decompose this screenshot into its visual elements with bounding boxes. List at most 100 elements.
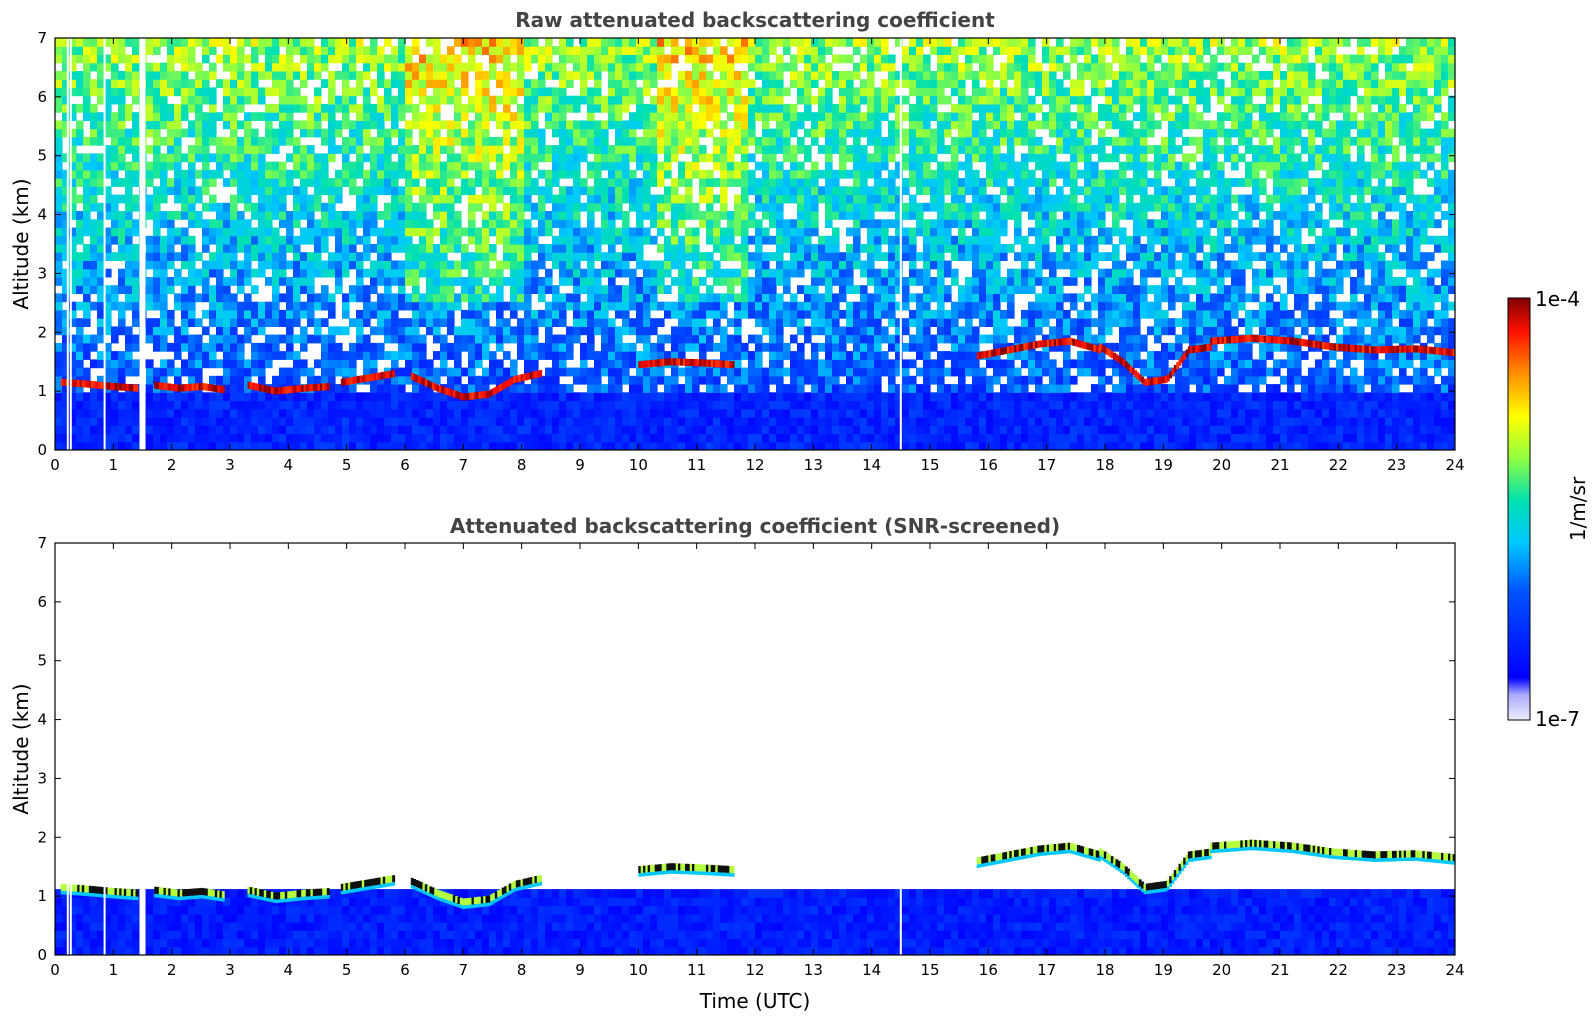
heatmap-raw-cell-2020 [384,219,392,229]
heatmap-raw-cell-2737 [496,46,504,55]
heatmap-raw-cell-2725 [496,178,504,187]
heatmap-raw-cell-4215 [734,71,742,80]
heatmap-raw-cell-3974 [699,367,707,377]
heatmap-raw-cell-1672 [328,384,336,393]
heatmap-raw-cell-2310 [433,425,441,435]
heatmap-raw-cell-1595 [314,326,322,336]
heatmap-raw-cell-4583 [797,285,805,294]
heatmap-raw-cell-3368 [601,260,609,270]
heatmap-raw-cell-724 [167,161,175,171]
heatmap-raw-cell-3215 [573,46,581,55]
heatmap-raw-cell-2031 [384,112,392,121]
heatmap-raw-cell-1101 [230,169,238,179]
heatmap-raw-cell-268 [97,408,105,418]
heatmap-raw-cell-4579 [797,326,805,336]
heatmap-raw-cell-2032 [384,103,392,113]
heatmap-raw-cell-3834 [678,433,686,443]
heatmap-raw-cell-2136 [405,392,413,402]
heatmap-raw-cell-3259 [587,425,595,435]
heatmap-raw-cell-683 [160,186,168,196]
heatmap-raw-cell-2511 [461,136,469,146]
heatmap-raw-cell-995 [216,375,224,385]
heatmap-raw-cell-1483 [293,235,301,245]
heatmap-raw-cell-3426 [608,120,616,130]
heatmap-raw-cell-217 [83,79,91,88]
heatmap-raw-cell-2259 [419,79,427,88]
heatmap-raw-cell-1100 [230,178,238,187]
heatmap-raw-cell-2056 [391,301,399,311]
heatmap-raw-cell-4921 [853,351,861,360]
heatmap-raw-cell-58 [62,351,70,360]
heatmap-raw-cell-1805 [349,235,357,245]
heatmap-raw-cell-1505 [300,425,308,435]
heatmap-raw-cell-2022 [384,202,392,212]
heatmap-raw-cell-843 [188,268,196,278]
heatmap-raw-cell-2335 [433,178,441,187]
heatmap-raw-cell-3181 [573,375,581,385]
heatmap-raw-cell-1594 [314,334,322,344]
heatmap-raw-cell-3586 [636,326,644,336]
heatmap-raw-cell-512 [132,128,140,138]
heatmap-raw-cell-761 [174,211,182,220]
heatmap-raw-cell-3328 [594,202,602,212]
heatmap-raw-cell-3417 [608,211,616,220]
heatmap-raw-cell-4617 [804,375,812,385]
heatmap-raw-cell-3691 [650,194,658,204]
heatmap-raw-cell-926 [202,227,210,237]
heatmap-raw-cell-2028 [384,145,392,154]
heatmap-raw-cell-3730 [657,227,665,237]
heatmap-raw-cell-846 [188,244,196,253]
heatmap-raw-cell-1560 [307,268,315,278]
heatmap-raw-cell-4359 [762,342,770,352]
heatmap-raw-cell-159 [76,260,84,270]
heatmap-raw-cell-3189 [573,285,581,294]
heatmap-raw-cell-1906 [363,62,371,72]
heatmap-raw-cell-2509 [461,153,469,163]
heatmap-raw-cell-3341 [594,87,602,97]
heatmap-raw-cell-4649 [804,46,812,55]
heatmap-raw-cell-2896 [524,244,532,253]
heatmap-raw-cell-608 [146,38,154,39]
heatmap-raw-cell-1971 [377,260,385,270]
heatmap-raw-cell-4151 [727,277,735,286]
heatmap-raw-cell-2210 [412,145,420,154]
heatmap-raw-cell-2623 [482,351,490,360]
heatmap-raw-cell-3195 [573,235,581,245]
heatmap-raw-cell-129 [69,112,77,121]
heatmap-raw-cell-2245 [419,211,427,220]
heatmap-raw-cell-2593 [475,202,483,212]
heatmap-raw-cell-712 [167,309,175,319]
heatmap-raw-cell-784 [181,417,189,426]
heatmap-raw-cell-1443 [286,178,294,187]
heatmap-raw-cell-1004 [216,285,224,294]
heatmap-raw-cell-3594 [636,252,644,261]
heatmap-raw-cell-3331 [594,178,602,187]
heatmap-raw-cell-4514 [783,153,791,163]
heatmap-raw-cell-4885 [846,301,854,311]
heatmap-raw-cell-1403 [279,136,287,146]
heatmap-raw-cell-396 [118,433,126,443]
heatmap-raw-cell-2156 [405,202,413,212]
heatmap-raw-cell-1278 [258,153,266,163]
heatmap-raw-cell-3803 [671,351,679,360]
heatmap-raw-cell-3199 [573,202,581,212]
heatmap-raw-cell-2463 [454,235,462,245]
heatmap-raw-cell-2911 [524,112,532,121]
heatmap-raw-cell-3147 [566,277,574,286]
heatmap-raw-cell-4037 [706,169,714,179]
heatmap-raw-cell-2611 [475,38,483,47]
heatmap-raw-cell-3082 [552,62,560,72]
heatmap-raw-cell-2621 [482,375,490,385]
heatmap-raw-cell-661 [160,392,168,402]
heatmap-raw-cell-3416 [608,219,616,229]
heatmap-raw-cell-4960 [860,408,868,418]
heatmap-raw-cell-4518 [783,120,791,130]
heatmap-raw-cell-1499 [293,62,301,72]
heatmap-raw-cell-902 [195,79,203,88]
heatmap-raw-cell-3090 [559,400,567,410]
heatmap-raw-cell-1542 [300,38,308,47]
heatmap-raw-cell-2627 [482,318,490,327]
heatmap-raw-cell-2977 [538,277,546,286]
heatmap-raw-cell-466 [125,169,133,179]
heatmap-raw-cell-4723 [818,145,826,154]
